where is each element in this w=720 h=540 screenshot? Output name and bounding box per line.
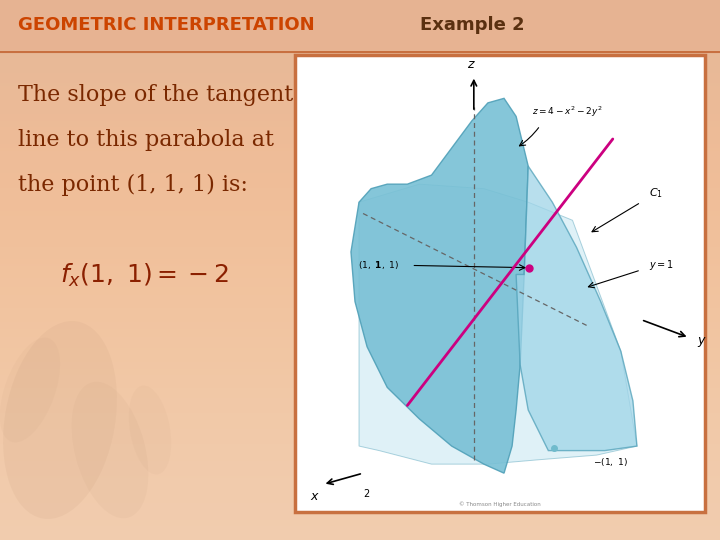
Text: The slope of the tangent: The slope of the tangent	[18, 84, 293, 106]
Ellipse shape	[129, 386, 171, 475]
Text: $z$: $z$	[467, 58, 476, 71]
Text: $z = 4 - x^2 - 2y^2$: $z = 4 - x^2 - 2y^2$	[532, 105, 603, 119]
Text: $2$: $2$	[364, 488, 371, 500]
Text: $f_x(1,\ 1) = -2$: $f_x(1,\ 1) = -2$	[60, 261, 229, 288]
Text: $y = 1$: $y = 1$	[649, 259, 674, 273]
Ellipse shape	[3, 321, 117, 519]
Text: the point (1, 1, 1) is:: the point (1, 1, 1) is:	[18, 174, 248, 196]
Polygon shape	[351, 98, 528, 473]
Text: © Thomson Higher Education: © Thomson Higher Education	[459, 502, 541, 507]
Text: line to this parabola at: line to this parabola at	[18, 129, 274, 151]
Polygon shape	[359, 184, 637, 464]
Bar	[0, 0, 720, 50]
Text: $x$: $x$	[310, 490, 320, 503]
Ellipse shape	[72, 382, 148, 518]
Bar	[295, 55, 705, 512]
Text: $y$: $y$	[698, 335, 707, 349]
Text: GEOMETRIC INTERPRETATION: GEOMETRIC INTERPRETATION	[18, 16, 315, 34]
Text: $(1,\ \mathbf{1},\ 1)$: $(1,\ \mathbf{1},\ 1)$	[359, 259, 400, 272]
Ellipse shape	[0, 338, 60, 442]
Polygon shape	[516, 166, 637, 450]
Text: Example 2: Example 2	[420, 16, 525, 34]
Text: $C_1$: $C_1$	[649, 186, 663, 200]
Text: $-(1,\ 1)$: $-(1,\ 1)$	[593, 456, 627, 468]
